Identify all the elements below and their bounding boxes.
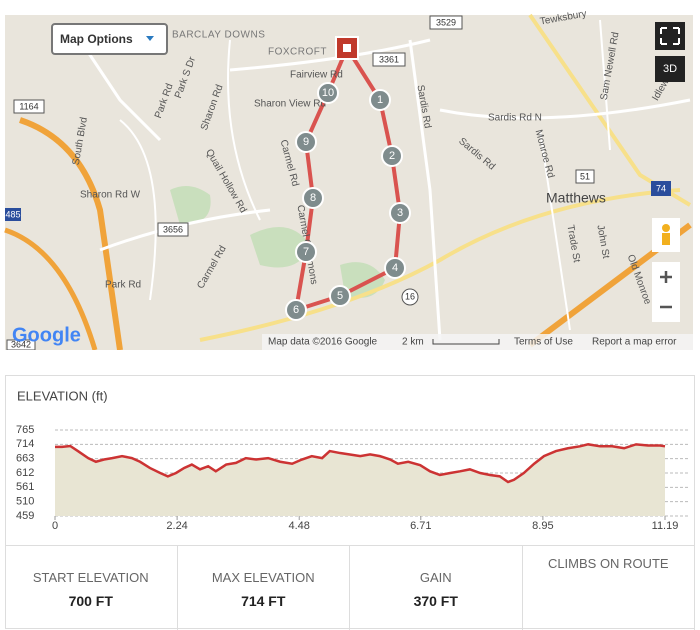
map-options-label[interactable]: Map Options (60, 32, 133, 46)
y-tick-label: 561 (16, 481, 34, 493)
stat: START ELEVATION 700 FT (5, 546, 178, 630)
road-label: Sardis Rd N (488, 113, 542, 124)
stat-value: 370 FT (413, 593, 458, 609)
fullscreen-button[interactable] (655, 22, 685, 50)
y-tick-label: 459 (16, 510, 34, 522)
pegman-icon (662, 233, 670, 245)
map: Map Options BARCLAY DOWNS FOXCROFT Matth… (4, 9, 693, 350)
shield-label: 74 (656, 183, 666, 193)
shield-label: 3656 (163, 224, 183, 234)
shield-label: 3642 (11, 339, 31, 349)
elevation-chart: ELEVATION (ft) 459 510 561 612 663 714 765 0 2.2… (16, 388, 690, 532)
fullscreen-icon (660, 27, 680, 45)
y-tick-label: 612 (16, 467, 34, 479)
x-tick-label: 4.48 (289, 520, 310, 532)
map-options-button[interactable] (51, 23, 168, 55)
stat: MAX ELEVATION 714 FT (178, 546, 350, 630)
stat: GAIN 370 FT (350, 546, 523, 630)
shield-label: 1164 (19, 101, 38, 111)
start-marker-icon (343, 44, 351, 52)
area-fill (55, 444, 665, 516)
terms-link[interactable]: Terms of Use (514, 337, 573, 348)
y-tick-label: 510 (16, 496, 34, 508)
dropdown-arrow (146, 36, 154, 41)
view-3d-label[interactable]: 3D (663, 63, 677, 75)
stat: CLIMBS ON ROUTE (523, 546, 695, 630)
place-label: FOXCROFT (268, 47, 327, 58)
shield-label: 51 (580, 171, 590, 181)
marker-label[interactable]: 6 (293, 304, 299, 316)
stat-label: GAIN (419, 570, 452, 585)
x-tick-label: 11.19 (652, 520, 679, 532)
scale-label: 2 km (402, 337, 424, 348)
google-logo: Google (12, 324, 81, 346)
road-label: Park Rd (105, 280, 141, 291)
road-label: Fairview Rd (290, 70, 343, 81)
marker-label[interactable]: 9 (303, 136, 309, 148)
marker-label[interactable]: 4 (392, 262, 398, 274)
place-label: Matthews (546, 190, 606, 206)
shield-label: 485 (5, 209, 20, 219)
place-label: BARCLAY DOWNS (172, 30, 265, 41)
marker-label[interactable]: 5 (337, 290, 343, 302)
road-label: Sharon View Rd (254, 99, 326, 110)
stat-label: START ELEVATION (32, 570, 149, 585)
route-markers: 1 2 3 4 5 6 7 8 9 10 (285, 82, 411, 321)
attribution: Map data ©2016 Google (268, 337, 378, 348)
shields: 3529 3361 1164 3656 51 74 16 3642 485 (5, 15, 671, 350)
marker-label[interactable]: 2 (389, 150, 395, 162)
stat-label: MAX ELEVATION (211, 570, 315, 585)
x-tick-label: 6.71 (410, 520, 431, 532)
y-tick-label: 765 (16, 424, 34, 436)
report-link[interactable]: Report a map error (592, 337, 677, 348)
y-tick-label: 714 (16, 438, 34, 450)
shield-label: 3529 (436, 17, 456, 27)
marker-label[interactable]: 10 (322, 87, 334, 99)
marker-label[interactable]: 3 (397, 207, 403, 219)
chart-title: ELEVATION (ft) (17, 388, 108, 403)
marker-label[interactable]: 1 (377, 94, 383, 106)
y-tick-label: 663 (16, 453, 34, 465)
stats-row: START ELEVATION 700 FT MAX ELEVATION 714 FT… (5, 545, 695, 630)
x-tick-label: 8.95 (532, 520, 553, 532)
stat-value: 700 FT (68, 593, 113, 609)
stat-label: CLIMBS ON ROUTE (547, 556, 669, 571)
pegman-icon (662, 224, 670, 232)
stat-value: 714 FT (241, 593, 286, 609)
scale-bar (432, 339, 500, 345)
x-tick-label: 0 (52, 520, 58, 532)
attribution-bar (262, 334, 693, 350)
marker-label[interactable]: 8 (310, 192, 316, 204)
marker-label[interactable]: 7 (303, 246, 309, 258)
view-3d-button[interactable] (655, 56, 685, 82)
zoom-icons[interactable] (660, 271, 672, 309)
elevation-line (55, 443, 666, 484)
x-tick-label: 2.24 (166, 520, 187, 532)
road-label: Sharon Rd W (80, 190, 141, 201)
shield-label: 3361 (379, 54, 399, 64)
shield-label: 16 (405, 291, 415, 301)
